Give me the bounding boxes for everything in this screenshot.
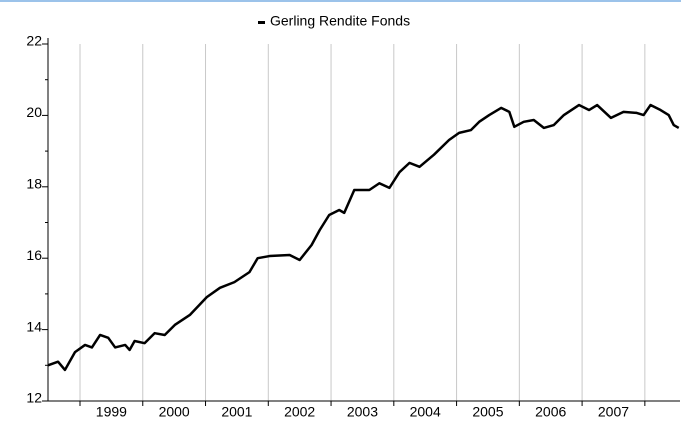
y-tick-label: 16 — [26, 247, 42, 263]
legend-label: Gerling Rendite Fonds — [270, 13, 410, 29]
x-tick-label: 2002 — [284, 404, 315, 420]
x-tick-label: 2007 — [598, 404, 629, 420]
x-tick-label: 2003 — [347, 404, 378, 420]
x-tick-label: 2005 — [472, 404, 503, 420]
x-tick-label: 2004 — [410, 404, 441, 420]
top-border — [0, 0, 681, 2]
x-tick-label: 1999 — [96, 404, 127, 420]
x-tick-label: 2000 — [159, 404, 190, 420]
series-line — [47, 103, 680, 372]
y-tick-label: 18 — [26, 176, 42, 192]
legend-swatch — [258, 21, 265, 24]
y-tick-label: 14 — [26, 318, 42, 334]
x-tick-label: 2006 — [535, 404, 566, 420]
y-tick-label: 20 — [26, 104, 42, 120]
y-tick-label: 22 — [26, 33, 42, 49]
x-tick-label: 2001 — [221, 404, 252, 420]
y-tick-label: 12 — [26, 390, 42, 406]
